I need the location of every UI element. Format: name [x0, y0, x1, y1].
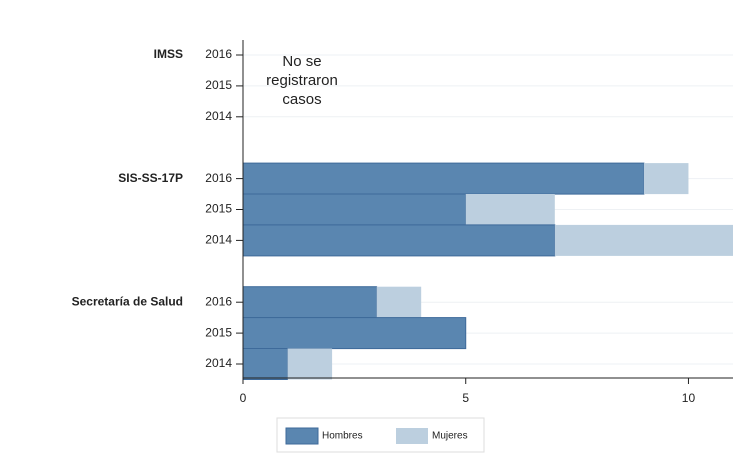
- bar: [242, 193, 467, 226]
- y-tick-label: 2015: [205, 325, 232, 339]
- annotation: casos: [282, 91, 321, 108]
- bar: [242, 348, 289, 380]
- group-label: IMSS: [154, 47, 183, 61]
- bar: [242, 317, 467, 350]
- bar: [643, 163, 689, 195]
- bar: [242, 224, 556, 257]
- annotation: registraron: [266, 72, 338, 89]
- bar: [287, 348, 333, 380]
- legend-label: Hombres: [322, 431, 363, 442]
- bar: [554, 224, 733, 256]
- x-tick-label: 10: [682, 391, 696, 405]
- bar: [242, 162, 645, 195]
- group-label: Secretaría de Salud: [72, 294, 183, 308]
- bar: [465, 194, 555, 225]
- annotation: No se: [282, 53, 321, 70]
- x-tick-label: 0: [240, 391, 247, 405]
- legend-label: Mujeres: [432, 431, 468, 442]
- y-tick-label: 2014: [205, 233, 232, 247]
- legend-swatch: [396, 428, 428, 444]
- bar: [242, 286, 378, 319]
- y-tick-label: 2015: [205, 202, 232, 216]
- y-tick-label: 2015: [205, 78, 232, 92]
- y-tick-label: 2014: [205, 356, 232, 370]
- legend-swatch: [285, 427, 319, 445]
- bar: [376, 286, 422, 318]
- x-tick-label: 5: [462, 391, 469, 405]
- y-tick-label: 2016: [205, 47, 232, 61]
- y-tick-label: 2016: [205, 171, 232, 185]
- y-tick-label: 2014: [205, 109, 232, 123]
- group-label: SIS-SS-17P: [118, 171, 183, 185]
- y-tick-label: 2016: [205, 294, 232, 308]
